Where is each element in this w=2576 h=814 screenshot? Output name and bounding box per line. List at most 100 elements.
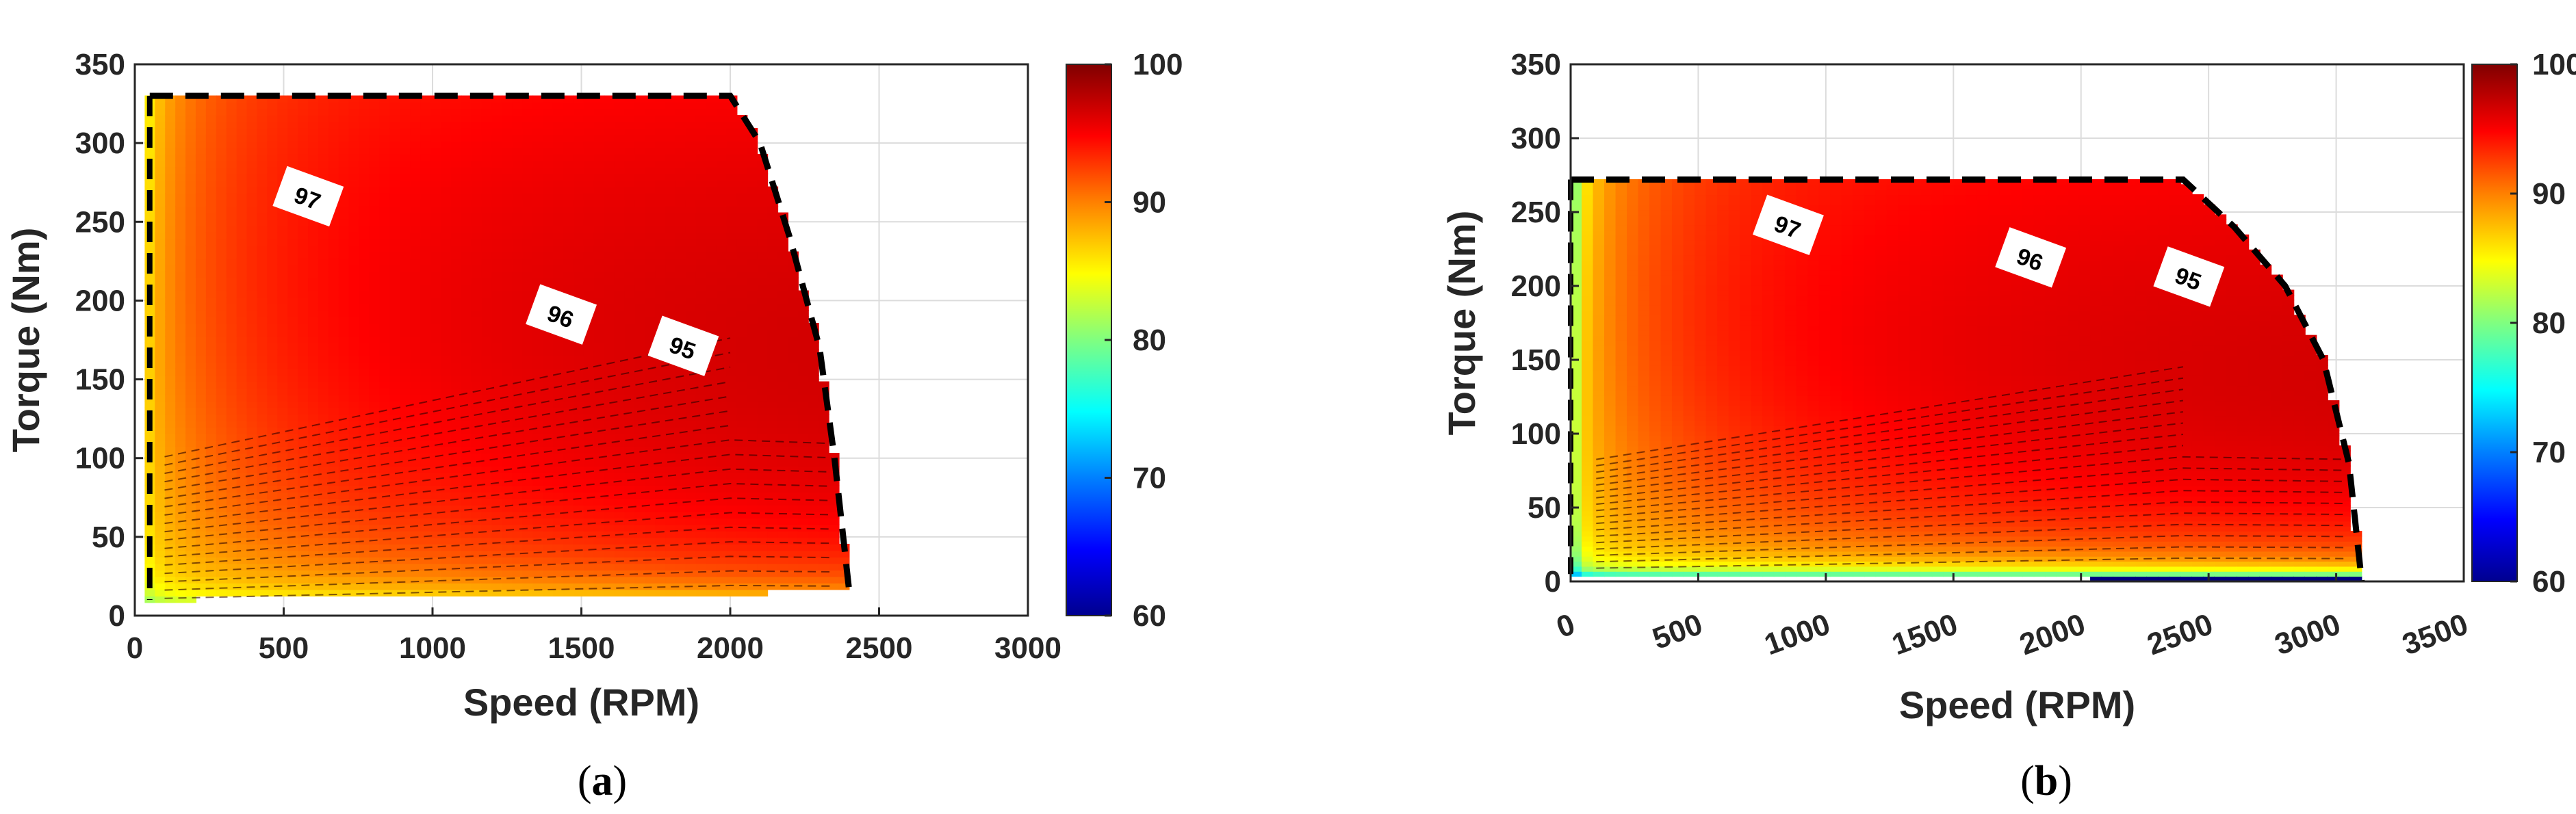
efficiency-cell [236, 472, 248, 480]
efficiency-cell [236, 375, 248, 382]
efficiency-cell [450, 563, 462, 571]
efficiency-cell [604, 232, 615, 239]
efficiency-cell [614, 121, 626, 129]
efficiency-cell [328, 167, 339, 174]
efficiency-cell [532, 193, 544, 200]
efficiency-cell [747, 420, 758, 428]
efficiency-cell [767, 492, 779, 499]
efficiency-cell [175, 271, 187, 278]
efficiency-cell [543, 479, 554, 486]
efficiency-cell [685, 102, 697, 109]
efficiency-cell [512, 102, 524, 109]
efficiency-cell [552, 141, 564, 148]
efficiency-cell [461, 498, 472, 506]
efficiency-cell [726, 173, 738, 181]
efficiency-cell [767, 355, 779, 363]
efficiency-cell [400, 284, 411, 291]
efficiency-cell [747, 186, 758, 194]
efficiency-cell [563, 264, 574, 272]
efficiency-cell [185, 277, 196, 285]
efficiency-cell [583, 186, 595, 194]
efficiency-cell [216, 95, 227, 103]
efficiency-cell [155, 323, 166, 330]
efficiency-cell [430, 492, 441, 499]
efficiency-cell [583, 368, 595, 376]
efficiency-cell [543, 472, 554, 480]
efficiency-cell [440, 563, 452, 571]
efficiency-cell [461, 128, 472, 135]
efficiency-cell [165, 271, 177, 278]
efficiency-cell [706, 550, 717, 558]
efficiency-cell [706, 134, 717, 142]
efficiency-cell [583, 498, 595, 506]
efficiency-cell [512, 199, 524, 207]
efficiency-cell [491, 134, 503, 142]
efficiency-cell [420, 186, 432, 194]
efficiency-cell [389, 264, 401, 272]
efficiency-cell [604, 524, 615, 532]
efficiency-cell [338, 368, 350, 376]
efficiency-cell [583, 173, 595, 181]
efficiency-cell [246, 440, 258, 447]
efficiency-cell [359, 251, 370, 259]
efficiency-cell [400, 537, 411, 545]
efficiency-cell [379, 245, 391, 252]
efficiency-cell [410, 297, 422, 304]
efficiency-cell [797, 433, 809, 441]
efficiency-cell [430, 505, 441, 512]
efficiency-cell [226, 498, 237, 506]
efficiency-cell [359, 154, 370, 161]
efficiency-cell [430, 329, 441, 337]
efficiency-cell [165, 557, 177, 564]
efficiency-cell [481, 277, 493, 285]
efficiency-cell [624, 245, 636, 252]
efficiency-cell [695, 537, 707, 545]
efficiency-cell [348, 329, 360, 337]
efficiency-cell [267, 394, 279, 402]
efficiency-cell [685, 316, 697, 324]
efficiency-cell [665, 310, 676, 317]
efficiency-cell [348, 160, 360, 168]
efficiency-cell [236, 505, 248, 512]
efficiency-cell [808, 414, 819, 421]
efficiency-cell [389, 128, 401, 135]
efficiency-cell [624, 180, 636, 187]
efficiency-cell [257, 589, 268, 597]
efficiency-cell [430, 414, 441, 421]
efficiency-cell [552, 199, 564, 207]
efficiency-cell [277, 115, 289, 122]
efficiency-cell [685, 381, 697, 389]
efficiency-cell [175, 524, 187, 532]
efficiency-cell [410, 570, 422, 577]
efficiency-cell [236, 206, 248, 213]
efficiency-cell [573, 95, 584, 103]
efficiency-cell [155, 407, 166, 415]
efficiency-cell [318, 570, 329, 577]
efficiency-cell [308, 349, 319, 356]
efficiency-cell [512, 557, 524, 564]
efficiency-cell [226, 271, 237, 278]
efficiency-cell [348, 303, 360, 311]
efficiency-cell [583, 251, 595, 259]
efficiency-cell [593, 563, 605, 571]
efficiency-cell [420, 316, 432, 324]
efficiency-cell [471, 297, 482, 304]
efficiency-cell [808, 453, 819, 460]
efficiency-cell [624, 297, 636, 304]
efficiency-cell [400, 485, 411, 493]
efficiency-cell [165, 251, 177, 259]
efficiency-cell [165, 524, 177, 532]
efficiency-cell [522, 238, 534, 246]
efficiency-cell [736, 290, 748, 298]
efficiency-cell [583, 453, 595, 460]
efficiency-cell [502, 199, 513, 207]
efficiency-cell [400, 154, 411, 161]
efficiency-cell [328, 576, 339, 584]
efficiency-cell [532, 557, 544, 564]
efficiency-cell [655, 563, 667, 571]
efficiency-cell [614, 479, 626, 486]
efficiency-cell [277, 414, 289, 421]
efficiency-cell [420, 264, 432, 272]
efficiency-cell [328, 147, 339, 155]
efficiency-cell [726, 427, 738, 434]
